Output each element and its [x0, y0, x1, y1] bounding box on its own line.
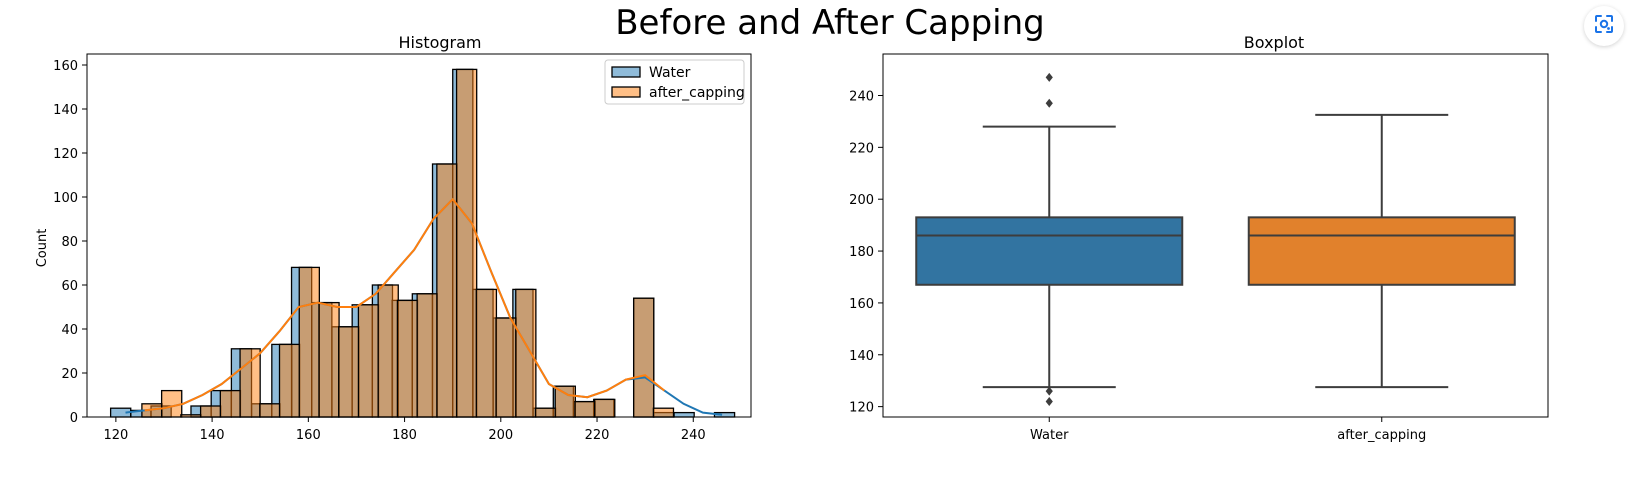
y-tick-label: 40	[61, 323, 78, 338]
hist-bar-water	[674, 413, 694, 417]
hist-bar-after-capping	[240, 349, 260, 417]
legend-swatch-water	[612, 67, 640, 77]
y-tick-label: 0	[70, 411, 78, 426]
legend-label-water: Water	[649, 65, 691, 81]
y-tick-label: 60	[61, 279, 78, 294]
hist-bar-after-capping	[280, 344, 300, 417]
legend-label-after-capping: after_capping	[649, 85, 745, 101]
y-tick-label: 120	[849, 401, 874, 416]
y-tick-label: 140	[849, 349, 874, 364]
x-tick-label: 160	[296, 428, 321, 443]
y-tick-label: 100	[53, 191, 78, 206]
x-tick-label: 140	[200, 428, 225, 443]
y-tick-label: 140	[53, 103, 78, 118]
boxplot-title: Boxplot	[1244, 33, 1304, 52]
hist-bar-after-capping	[397, 300, 417, 417]
histogram-legend: Water after_capping	[605, 60, 745, 104]
hist-bar-after-capping	[496, 318, 516, 417]
x-tick-label: 180	[392, 428, 417, 443]
x-tick-label: after_capping	[1337, 428, 1426, 443]
y-tick-label: 160	[53, 59, 78, 74]
hist-bar-after-capping	[220, 391, 240, 417]
outlier-point-water	[1046, 397, 1053, 406]
histogram-title: Histogram	[399, 33, 482, 52]
y-tick-label: 200	[849, 193, 874, 208]
hist-bar-after-capping	[201, 406, 221, 417]
hist-bar-after-capping	[555, 386, 575, 417]
hist-bar-after-capping	[260, 404, 280, 417]
boxplot-panel: Boxplot Water after_capping 120 140 160 180 20…	[849, 33, 1548, 443]
outlier-point-water	[1046, 99, 1053, 108]
histogram-ylabel: Count	[35, 229, 50, 268]
image-search-button[interactable]	[1584, 6, 1624, 46]
y-tick-label: 80	[61, 235, 78, 250]
boxplot-plot-area: Water after_capping 120 140 160 180 200 220 240	[849, 54, 1548, 443]
x-tick-label: 200	[488, 428, 513, 443]
figure-suptitle: Before and After Capping	[615, 3, 1045, 43]
y-tick-label: 160	[849, 297, 874, 312]
hist-bar-after-capping	[378, 285, 398, 417]
y-tick-label: 180	[849, 245, 874, 260]
hist-bar-after-capping	[516, 289, 536, 417]
hist-bar-after-capping	[457, 69, 477, 417]
hist-bar-after-capping	[595, 399, 615, 417]
hist-bar-after-capping	[358, 305, 378, 417]
hist-bar-after-capping	[339, 327, 359, 417]
y-tick-label: 20	[61, 367, 78, 382]
y-tick-label: 240	[849, 89, 874, 104]
hist-bar-after-capping	[634, 298, 654, 417]
y-tick-label: 220	[849, 141, 874, 156]
image-search-icon	[1594, 14, 1614, 38]
hist-bar-after-capping	[535, 408, 555, 417]
hist-bar-after-capping	[476, 289, 496, 417]
hist-bar-after-capping	[417, 294, 437, 417]
y-tick-label: 120	[53, 147, 78, 162]
hist-bar-after-capping	[319, 303, 339, 417]
hist-bar-after-capping	[299, 267, 319, 417]
legend-swatch-after-capping	[612, 87, 640, 97]
x-tick-label: 220	[585, 428, 610, 443]
x-tick-label: 240	[681, 428, 706, 443]
x-tick-label: Water	[1030, 428, 1069, 443]
hist-bar-after-capping	[653, 408, 673, 417]
hist-bar-after-capping	[575, 402, 595, 417]
histogram-panel: Histogram Count 120 140 160 180 200 220 240 0 20…	[35, 33, 751, 443]
x-tick-label: 120	[103, 428, 128, 443]
box-after-capping	[1249, 217, 1515, 284]
box-water	[916, 217, 1182, 284]
histogram-plot-area: 120 140 160 180 200 220 240 0 20 40 60 80 100 120 140 1…	[53, 54, 751, 443]
outlier-point-water	[1046, 73, 1053, 82]
